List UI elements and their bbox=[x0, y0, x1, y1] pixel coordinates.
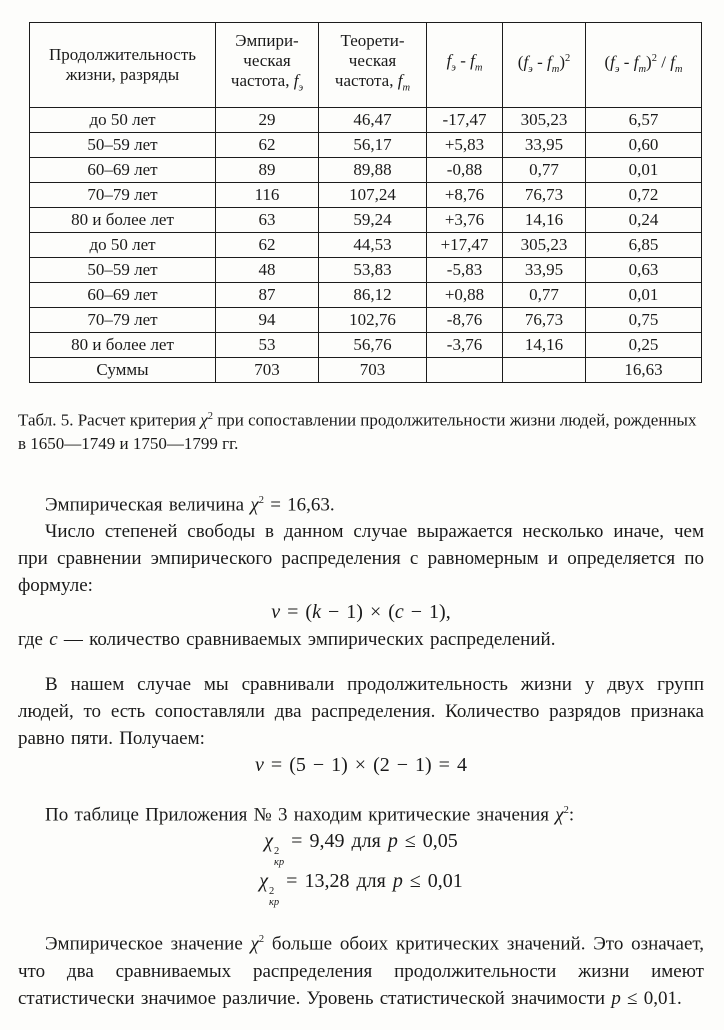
table-row: 50–59 лет 48 53,83 -5,83 33,95 0,63 bbox=[29, 257, 702, 283]
table-row: 80 и более лет 53 56,76 -3,76 14,16 0,25 bbox=[29, 332, 702, 358]
header-duration: Продолжительность жизни, разряды bbox=[29, 22, 216, 108]
cell-theoretical: 44,53 bbox=[318, 232, 427, 258]
table-row: до 50 лет 29 46,47 -17,47 305,23 6,57 bbox=[29, 107, 702, 133]
cell-difference-squared bbox=[502, 357, 586, 383]
cell-theoretical: 53,83 bbox=[318, 257, 427, 283]
table-caption: Табл. 5. Расчет критерия χ2 при сопостав… bbox=[18, 410, 697, 453]
formula-df-value: ν = (5 − 1) × (2 − 1) = 4 bbox=[255, 753, 467, 776]
cell-difference: +5,83 bbox=[426, 132, 503, 158]
cell-empirical: 703 bbox=[215, 357, 319, 383]
cell-duration: 70–79 лет bbox=[29, 307, 216, 333]
cell-empirical: 63 bbox=[215, 207, 319, 233]
cell-duration: 60–69 лет bbox=[29, 157, 216, 183]
cell-ratio: 6,57 bbox=[585, 107, 702, 133]
paragraph-critical-values: По таблице Приложения № 3 находим критич… bbox=[45, 804, 575, 826]
header-difference: fэ - fm bbox=[426, 22, 503, 108]
paragraph-conclusion: Эмпирическое значение χ2 больше обоих кр… bbox=[18, 933, 704, 1009]
table-row: Суммы 703 703 16,63 bbox=[29, 357, 702, 383]
table-row: 70–79 лет 94 102,76 -8,76 76,73 0,75 bbox=[29, 307, 702, 333]
cell-duration: Суммы bbox=[29, 357, 216, 383]
table-row: 70–79 лет 116 107,24 +8,76 76,73 0,72 bbox=[29, 182, 702, 208]
cell-empirical: 62 bbox=[215, 132, 319, 158]
cell-theoretical: 56,17 bbox=[318, 132, 427, 158]
cell-theoretical: 89,88 bbox=[318, 157, 427, 183]
cell-difference bbox=[426, 357, 503, 383]
cell-duration: 80 и более лет bbox=[29, 332, 216, 358]
cell-difference-squared: 305,23 bbox=[502, 232, 586, 258]
formula-critical-001: χ 2 кр = 13,28 для p ≤ 0,01 bbox=[259, 870, 463, 908]
cell-difference-squared: 0,77 bbox=[502, 282, 586, 308]
cell-difference-squared: 0,77 bbox=[502, 157, 586, 183]
table-body: до 50 лет 29 46,47 -17,47 305,23 6,57 50… bbox=[29, 107, 702, 383]
chi-square-table: Продолжительность жизни, разряды Эмпири-… bbox=[29, 22, 702, 383]
cell-ratio: 0,01 bbox=[585, 282, 702, 308]
cell-ratio: 6,85 bbox=[585, 232, 702, 258]
cell-difference: -8,76 bbox=[426, 307, 503, 333]
table-row: 60–69 лет 87 86,12 +0,88 0,77 0,01 bbox=[29, 282, 702, 308]
cell-difference-squared: 14,16 bbox=[502, 207, 586, 233]
formula-degrees-of-freedom: ν = (k − 1) × (c − 1), bbox=[271, 600, 451, 623]
table-row: до 50 лет 62 44,53 +17,47 305,23 6,85 bbox=[29, 232, 702, 258]
cell-empirical: 94 bbox=[215, 307, 319, 333]
cell-duration: до 50 лет bbox=[29, 107, 216, 133]
cell-duration: 50–59 лет bbox=[29, 132, 216, 158]
cell-difference: -3,76 bbox=[426, 332, 503, 358]
cell-theoretical: 107,24 bbox=[318, 182, 427, 208]
cell-duration: 60–69 лет bbox=[29, 282, 216, 308]
cell-difference: +17,47 bbox=[426, 232, 503, 258]
cell-difference: -0,88 bbox=[426, 157, 503, 183]
cell-duration: 50–59 лет bbox=[29, 257, 216, 283]
cell-empirical: 48 bbox=[215, 257, 319, 283]
cell-theoretical: 703 bbox=[318, 357, 427, 383]
cell-duration: 80 и более лет bbox=[29, 207, 216, 233]
cell-theoretical: 102,76 bbox=[318, 307, 427, 333]
cell-difference-squared: 305,23 bbox=[502, 107, 586, 133]
cell-empirical: 89 bbox=[215, 157, 319, 183]
cell-difference-squared: 14,16 bbox=[502, 332, 586, 358]
cell-difference: -5,83 bbox=[426, 257, 503, 283]
cell-ratio: 0,75 bbox=[585, 307, 702, 333]
cell-theoretical: 86,12 bbox=[318, 282, 427, 308]
cell-theoretical: 56,76 bbox=[318, 332, 427, 358]
cell-ratio: 0,25 bbox=[585, 332, 702, 358]
cell-difference-squared: 33,95 bbox=[502, 257, 586, 283]
cell-empirical: 62 bbox=[215, 232, 319, 258]
cell-empirical: 87 bbox=[215, 282, 319, 308]
cell-theoretical: 59,24 bbox=[318, 207, 427, 233]
cell-difference-squared: 76,73 bbox=[502, 182, 586, 208]
cell-duration: до 50 лет bbox=[29, 232, 216, 258]
cell-ratio: 0,63 bbox=[585, 257, 702, 283]
cell-ratio: 0,24 bbox=[585, 207, 702, 233]
paragraph-empirical-value: Эмпирическая величина χ2 = 16,63. bbox=[45, 493, 335, 515]
where-clause: где c — количество сравниваемых эмпириче… bbox=[18, 628, 556, 650]
cell-difference-squared: 33,95 bbox=[502, 132, 586, 158]
cell-difference: -17,47 bbox=[426, 107, 503, 133]
header-difference-squared-over-ft: (fэ - fm)2 / fm bbox=[585, 22, 702, 108]
formula-critical-005: χ 2 кр = 9,49 для p ≤ 0,05 bbox=[264, 830, 458, 868]
cell-difference: +3,76 bbox=[426, 207, 503, 233]
cell-empirical: 116 bbox=[215, 182, 319, 208]
table-row: 80 и более лет 63 59,24 +3,76 14,16 0,24 bbox=[29, 207, 702, 233]
header-empirical-frequency: Эмпири-ческая частота, fэ bbox=[215, 22, 319, 108]
paragraph-our-case: В нашем случае мы сравнивали продолжител… bbox=[18, 673, 704, 749]
cell-ratio: 0,72 bbox=[585, 182, 702, 208]
paragraph-degrees-of-freedom: Число степеней свободы в данном случае в… bbox=[18, 520, 704, 596]
table-row: 50–59 лет 62 56,17 +5,83 33,95 0,60 bbox=[29, 132, 702, 158]
cell-ratio: 0,60 bbox=[585, 132, 702, 158]
cell-difference-squared: 76,73 bbox=[502, 307, 586, 333]
header-theoretical-frequency: Теорети-ческая частота, fm bbox=[318, 22, 427, 108]
table-header: Продолжительность жизни, разряды Эмпири-… bbox=[29, 22, 702, 108]
cell-duration: 70–79 лет bbox=[29, 182, 216, 208]
cell-ratio: 0,01 bbox=[585, 157, 702, 183]
cell-empirical: 29 bbox=[215, 107, 319, 133]
cell-difference: +0,88 bbox=[426, 282, 503, 308]
cell-theoretical: 46,47 bbox=[318, 107, 427, 133]
header-difference-squared: (fэ - fm)2 bbox=[502, 22, 586, 108]
cell-empirical: 53 bbox=[215, 332, 319, 358]
table-row: 60–69 лет 89 89,88 -0,88 0,77 0,01 bbox=[29, 157, 702, 183]
cell-difference: +8,76 bbox=[426, 182, 503, 208]
cell-ratio: 16,63 bbox=[585, 357, 702, 383]
